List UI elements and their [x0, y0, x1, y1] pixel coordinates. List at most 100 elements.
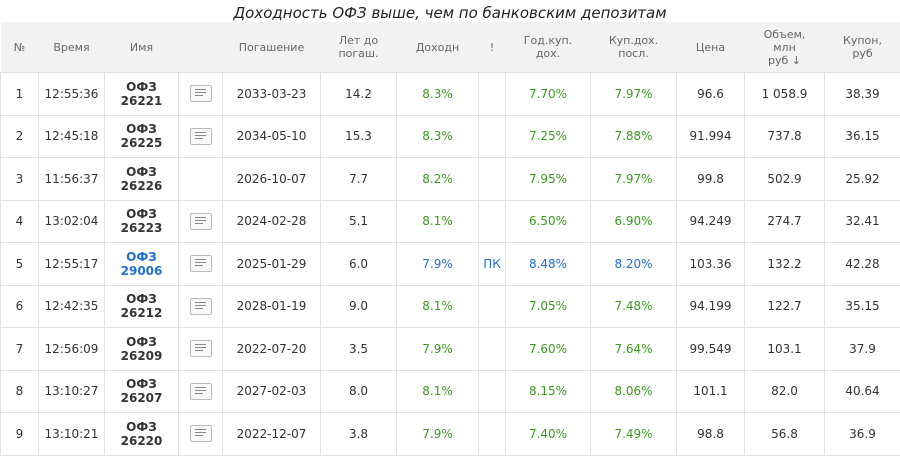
header-cell[interactable]: Имя — [105, 22, 179, 73]
header-text: Объем, млн руб ↓ — [764, 28, 806, 67]
cell: 99.549 — [677, 328, 745, 371]
cell: 6.0 — [321, 243, 397, 286]
cell — [479, 413, 506, 456]
cell: 56.8 — [745, 413, 825, 456]
cell: 2028-01-19 — [223, 285, 321, 328]
cell: 3.8 — [321, 413, 397, 456]
cell: 38.39 — [825, 73, 900, 116]
bond-name[interactable]: ОФЗ 26221 — [105, 73, 179, 116]
cell — [479, 73, 506, 116]
cell: 2025-01-29 — [223, 243, 321, 286]
bond-name[interactable]: ОФЗ 26207 — [105, 370, 179, 413]
cell: 3 — [1, 158, 39, 201]
cell: 101.1 — [677, 370, 745, 413]
header-cell[interactable]: Доходн — [397, 22, 479, 73]
cell: 7.88% — [591, 115, 677, 158]
cell: 96.6 — [677, 73, 745, 116]
doc-icon[interactable] — [190, 255, 212, 272]
doc-icon[interactable] — [190, 340, 212, 357]
bond-name[interactable]: ОФЗ 26212 — [105, 285, 179, 328]
cell: 12:55:17 — [39, 243, 105, 286]
cell: 7.05% — [506, 285, 591, 328]
cell: 8.20% — [591, 243, 677, 286]
cell: 7.64% — [591, 328, 677, 371]
cell: 99.8 — [677, 158, 745, 201]
icon-cell — [179, 413, 223, 456]
cell: 8.1% — [397, 200, 479, 243]
doc-icon[interactable] — [190, 298, 212, 315]
doc-icon[interactable] — [190, 85, 212, 102]
header-cell[interactable]: Купон, руб — [825, 22, 900, 73]
cell: 8.3% — [397, 73, 479, 116]
bond-name[interactable]: ОФЗ 26220 — [105, 413, 179, 456]
cell: 2022-07-20 — [223, 328, 321, 371]
cell: 8.1% — [397, 370, 479, 413]
cell: 8 — [1, 370, 39, 413]
doc-icon[interactable] — [190, 128, 212, 145]
cell: 7.95% — [506, 158, 591, 201]
icon-cell — [179, 243, 223, 286]
title: Доходность ОФЗ выше, чем по банковским д… — [0, 0, 900, 22]
header-cell[interactable]: ! — [479, 22, 506, 73]
cell: 6.50% — [506, 200, 591, 243]
icon-cell — [179, 115, 223, 158]
doc-icon[interactable] — [190, 425, 212, 442]
cell — [479, 158, 506, 201]
header-cell[interactable]: Погашение — [223, 22, 321, 73]
bond-name[interactable]: ОФЗ 26209 — [105, 328, 179, 371]
doc-icon[interactable] — [190, 383, 212, 400]
header-cell[interactable]: № — [1, 22, 39, 73]
cell — [479, 285, 506, 328]
icon-cell — [179, 328, 223, 371]
header-cell[interactable]: Лет до погаш. — [321, 22, 397, 73]
cell — [479, 370, 506, 413]
bond-name[interactable]: ОФЗ 29006 — [105, 243, 179, 286]
cell: 3.5 — [321, 328, 397, 371]
header-cell[interactable]: Время — [39, 22, 105, 73]
header-cell[interactable]: Объем, млн руб ↓ — [745, 22, 825, 73]
cell: 12:55:36 — [39, 73, 105, 116]
cell: 737.8 — [745, 115, 825, 158]
cell: 7.48% — [591, 285, 677, 328]
bond-name[interactable]: ОФЗ 26225 — [105, 115, 179, 158]
header-cell[interactable]: Куп.дох. посл. — [591, 22, 677, 73]
cell: 103.36 — [677, 243, 745, 286]
cell: 7.7 — [321, 158, 397, 201]
icon-cell — [179, 73, 223, 116]
header-text: Имя — [130, 41, 153, 54]
cell: 8.2% — [397, 158, 479, 201]
cell: 5 — [1, 243, 39, 286]
header-cell[interactable]: Год.куп. дох. — [506, 22, 591, 73]
cell: 8.48% — [506, 243, 591, 286]
header-text: Время — [53, 41, 89, 54]
header-cell[interactable]: Цена — [677, 22, 745, 73]
cell: 37.9 — [825, 328, 900, 371]
cell: 32.41 — [825, 200, 900, 243]
icon-cell — [179, 285, 223, 328]
cell: 42.28 — [825, 243, 900, 286]
bond-name[interactable]: ОФЗ 26226 — [105, 158, 179, 201]
cell: 94.249 — [677, 200, 745, 243]
header-text: Год.куп. дох. — [524, 34, 572, 60]
cell: 8.1% — [397, 285, 479, 328]
cell: 13:10:27 — [39, 370, 105, 413]
cell — [479, 200, 506, 243]
cell: 7.9% — [397, 328, 479, 371]
cell: 9 — [1, 413, 39, 456]
cell: 2 — [1, 115, 39, 158]
doc-icon[interactable] — [190, 213, 212, 230]
cell: 502.9 — [745, 158, 825, 201]
cell — [479, 328, 506, 371]
bond-name[interactable]: ОФЗ 26223 — [105, 200, 179, 243]
icon-cell — [179, 200, 223, 243]
